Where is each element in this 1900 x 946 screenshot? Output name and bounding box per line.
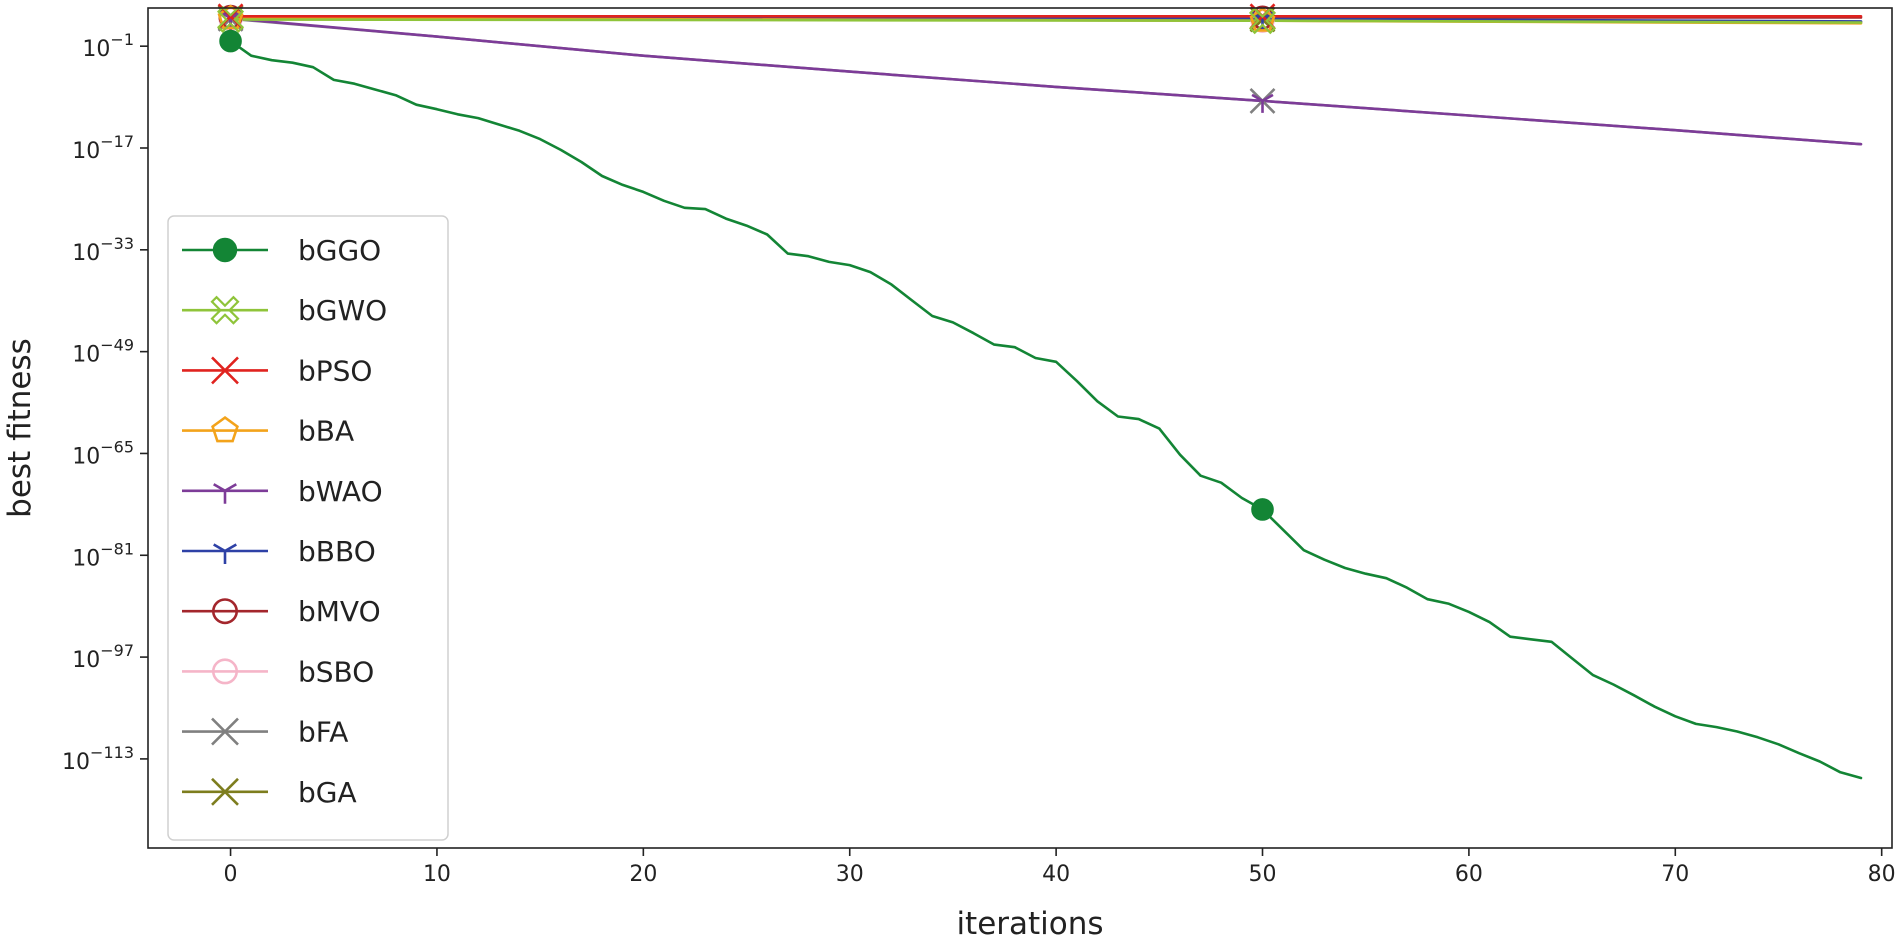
data-marker-bgwo-50 xyxy=(1248,7,1277,35)
marker-shape xyxy=(1248,7,1277,35)
legend-marker xyxy=(211,415,239,443)
legend-label: bGWO xyxy=(298,294,387,327)
y-tick-label: 10−17 xyxy=(72,132,134,164)
x-tick-label: 0 xyxy=(224,862,238,887)
y-tick-label: 10−81 xyxy=(72,539,134,571)
marker-shape xyxy=(211,777,239,806)
data-marker-bwao-50 xyxy=(1251,93,1274,113)
legend-marker xyxy=(213,543,237,564)
series-line-bggo xyxy=(229,39,1863,780)
legend-marker xyxy=(211,777,239,806)
legend-marker xyxy=(213,483,237,504)
legend-marker xyxy=(212,237,238,263)
marker-shape xyxy=(1251,498,1274,521)
legend-marker xyxy=(211,356,239,385)
x-axis-title: iterations xyxy=(956,906,1103,941)
marker-shape xyxy=(211,717,239,746)
x-tick-label: 60 xyxy=(1455,862,1483,887)
legend-item-bgwo: bGWO xyxy=(182,294,387,327)
marker-shape xyxy=(212,658,239,685)
y-tick-label: 10−65 xyxy=(72,437,134,469)
marker-shape xyxy=(211,415,239,443)
plot-frame xyxy=(147,7,1893,849)
data-marker-bgwo-0 xyxy=(217,5,245,34)
legend-label: bSBO xyxy=(298,655,374,688)
y-tick-label: 10−113 xyxy=(62,743,134,775)
legend-item-bsbo: bSBO xyxy=(182,655,374,688)
legend-item-bpso: bPSO xyxy=(182,354,372,387)
legend-label: bGA xyxy=(298,776,357,809)
legend-label: bWAO xyxy=(298,475,383,508)
legend-item-bggo: bGGO xyxy=(182,234,381,267)
data-marker-bggo-0 xyxy=(219,29,242,53)
marker-shape xyxy=(212,237,238,263)
legend-label: bBBO xyxy=(298,535,376,568)
y-axis-title: best fitness xyxy=(2,338,38,518)
marker-shape xyxy=(213,543,237,564)
legend-item-bba: bBA xyxy=(182,415,354,448)
series-line-bwao xyxy=(229,16,1863,146)
x-tick-label: 30 xyxy=(836,862,864,887)
x-tick-label: 40 xyxy=(1042,862,1070,887)
legend-marker xyxy=(211,717,239,746)
marker-shape xyxy=(211,356,239,385)
x-tick-label: 10 xyxy=(423,862,451,887)
legend-label: bMVO xyxy=(298,595,381,628)
legend-box xyxy=(167,215,449,841)
legend-item-bmvo: bMVO xyxy=(182,595,381,628)
marker-shape xyxy=(212,598,239,625)
marker-shape xyxy=(219,29,242,53)
marker-shape xyxy=(217,5,245,34)
y-tick-label: 10−97 xyxy=(72,641,134,673)
marker-shape xyxy=(210,295,240,325)
marker-layer xyxy=(217,3,1277,521)
legend: bGGO bGWO bPSO bBA bWAO bBBO bMVO bSBO bFA bGA xyxy=(167,215,449,841)
y-tick-label: 10−49 xyxy=(72,336,134,368)
data-marker-bggo-50 xyxy=(1251,498,1274,521)
legend-label: bBA xyxy=(298,415,354,448)
legend-item-bga: bGA xyxy=(182,776,357,809)
legend-label: bGGO xyxy=(298,234,381,267)
x-tick-label: 80 xyxy=(1868,862,1896,887)
y-tick-label: 10−1 xyxy=(82,30,134,62)
axes: 0 10 20 30 40 50 60 70 80 10−1 10−17 10−33 10−49 10−6… xyxy=(62,7,1896,887)
legend-label: bPSO xyxy=(298,354,372,387)
x-tick-label: 20 xyxy=(629,862,657,887)
y-tick-label: 10−33 xyxy=(72,234,134,266)
legend-label: bFA xyxy=(298,716,348,749)
x-tick-label: 50 xyxy=(1249,862,1277,887)
legend-marker xyxy=(210,295,240,325)
marker-shape xyxy=(1251,93,1274,113)
legend-item-bwao: bWAO xyxy=(182,475,383,508)
legend-item-bbbo: bBBO xyxy=(182,535,376,568)
x-tick-label: 70 xyxy=(1661,862,1689,887)
legend-marker xyxy=(212,598,239,625)
legend-marker xyxy=(212,658,239,685)
marker-shape xyxy=(213,483,237,504)
legend-item-bfa: bFA xyxy=(182,716,348,749)
